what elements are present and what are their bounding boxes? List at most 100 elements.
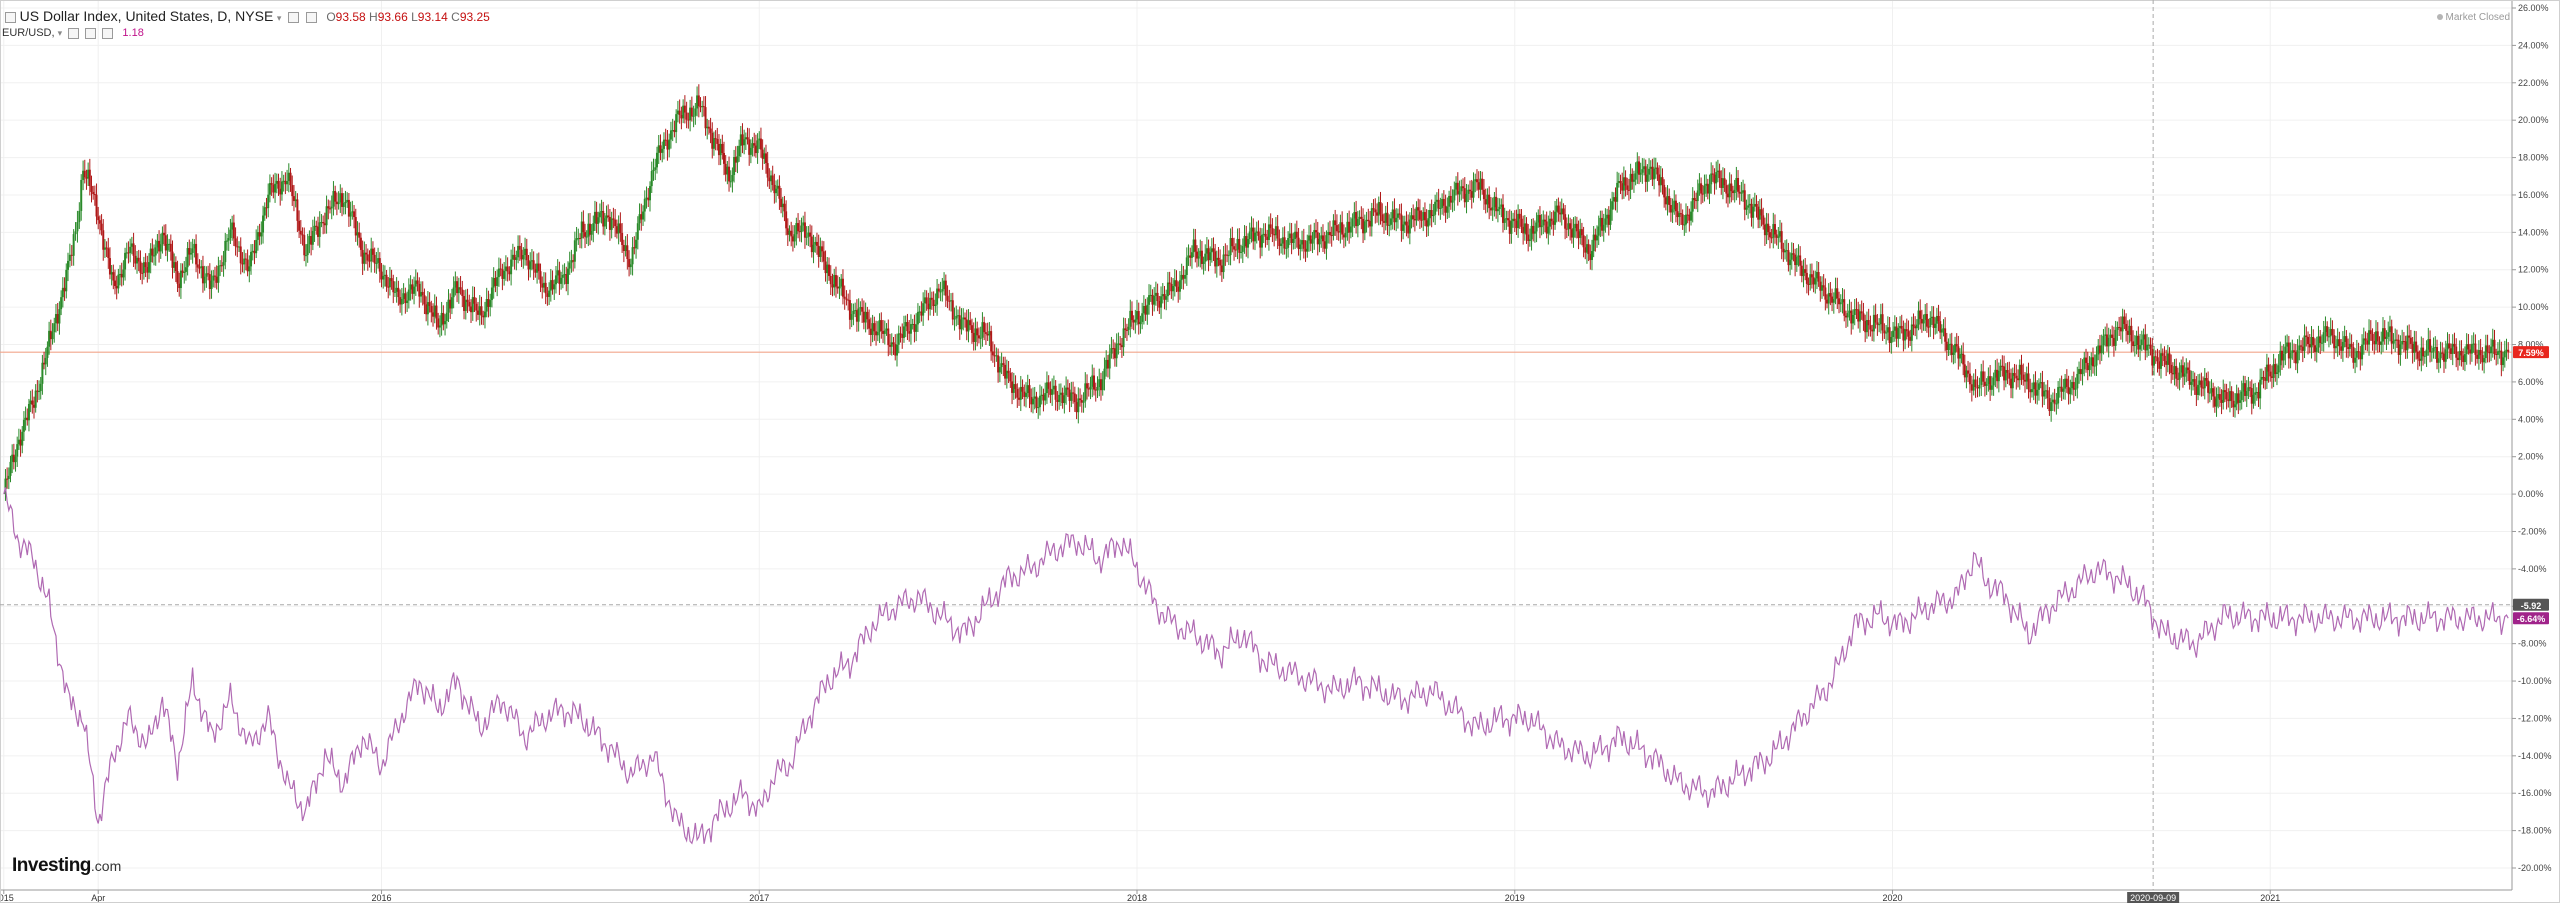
candle-body — [1706, 183, 1709, 194]
candle-body — [696, 95, 699, 109]
candle-body — [965, 319, 968, 332]
y-tick-label: 12.00% — [2518, 265, 2549, 275]
candle-body — [236, 246, 239, 248]
candle-body — [2392, 341, 2395, 344]
chevron-down-icon[interactable]: ▾ — [276, 13, 282, 23]
candle-body — [2135, 335, 2138, 345]
candle-body — [2397, 339, 2400, 355]
settings-icon[interactable] — [288, 12, 300, 24]
candle-body — [1016, 389, 1019, 398]
candle-body — [753, 143, 756, 146]
candle-body — [456, 281, 459, 294]
candle-body — [1398, 213, 1401, 215]
candle-body — [2462, 355, 2465, 363]
candle-body — [843, 296, 846, 299]
candle-body — [2430, 351, 2433, 353]
candle-body — [717, 143, 720, 156]
candle-body — [351, 211, 354, 213]
candle-body — [1278, 238, 1281, 247]
candle-body — [400, 298, 403, 305]
candle-body — [60, 297, 63, 310]
candle-body — [1462, 186, 1465, 189]
crosshair-date-label: 2020-09-09 — [2130, 893, 2176, 903]
candle-body — [1018, 397, 1021, 400]
candle-body — [761, 149, 764, 159]
candle-body — [2341, 341, 2344, 351]
candle-body — [2300, 345, 2303, 347]
settings-icon[interactable] — [68, 27, 80, 39]
x-tick-label: 2021 — [2260, 893, 2280, 903]
candle-body — [1386, 212, 1389, 226]
candle-body — [756, 140, 759, 154]
candle-body — [433, 305, 436, 317]
candle-body — [286, 181, 289, 185]
hide-icon[interactable] — [85, 27, 97, 39]
candle-body — [368, 260, 371, 262]
hide-icon[interactable] — [305, 12, 317, 24]
candle-body — [1407, 225, 1410, 234]
candle-body — [335, 201, 338, 205]
candle-body — [1954, 343, 1957, 353]
candle-body — [1637, 161, 1640, 175]
candle-body — [347, 199, 350, 217]
candle-body — [2065, 378, 2068, 387]
candle-body — [1845, 315, 1848, 318]
candle-body — [112, 272, 115, 281]
candle-body — [1716, 170, 1719, 173]
candle-body — [1720, 178, 1723, 188]
candle-body — [731, 175, 734, 182]
candle-body — [1260, 234, 1263, 248]
candle-body — [1136, 311, 1139, 320]
candle-body — [478, 306, 481, 315]
candle-body — [2380, 341, 2383, 345]
candle-body — [1142, 305, 1145, 314]
remove-icon[interactable] — [102, 27, 114, 39]
candle-body — [430, 306, 433, 313]
candle-body — [339, 193, 342, 203]
candle-body — [661, 148, 664, 153]
candle-body — [363, 252, 366, 264]
candle-body — [1084, 383, 1087, 402]
candle-body — [1832, 299, 1835, 303]
collapse-icon[interactable] — [5, 12, 16, 24]
candle-body — [24, 417, 27, 420]
candle-body — [2333, 335, 2336, 349]
candle-body — [1200, 250, 1203, 264]
candle-body — [603, 218, 606, 227]
candle-body — [1292, 238, 1295, 243]
candle-body — [43, 362, 46, 365]
candle-body — [2180, 365, 2183, 373]
candle-body — [1262, 233, 1265, 235]
candle-body — [186, 248, 189, 268]
candle-body — [1517, 213, 1520, 229]
candle-body — [2413, 341, 2416, 353]
candle-body — [63, 287, 66, 292]
candle-body — [2264, 377, 2267, 381]
candle-body — [878, 320, 881, 332]
candle-body — [1173, 280, 1176, 286]
candle-body — [1288, 233, 1291, 239]
candle-body — [122, 269, 125, 278]
candle-body — [334, 191, 337, 202]
candle-body — [2456, 357, 2459, 361]
candle-body — [1023, 391, 1026, 397]
candle-body — [127, 252, 130, 254]
candle-body — [510, 259, 513, 275]
candle-body — [920, 311, 923, 316]
candle-body — [2289, 352, 2292, 359]
candle-body — [723, 152, 726, 164]
candle-body — [232, 222, 235, 239]
candle-body — [1144, 305, 1147, 315]
candle-body — [1585, 244, 1588, 253]
candle-body — [1725, 185, 1728, 194]
candle-body — [2210, 388, 2213, 393]
candle-body — [183, 271, 186, 273]
candle-body — [1106, 359, 1109, 369]
chevron-down-icon[interactable]: ▾ — [57, 28, 63, 38]
candle-body — [2032, 382, 2035, 390]
candle-body — [316, 226, 319, 237]
candle-body — [174, 262, 177, 272]
candle-body — [1079, 398, 1082, 401]
candle-body — [100, 223, 103, 231]
